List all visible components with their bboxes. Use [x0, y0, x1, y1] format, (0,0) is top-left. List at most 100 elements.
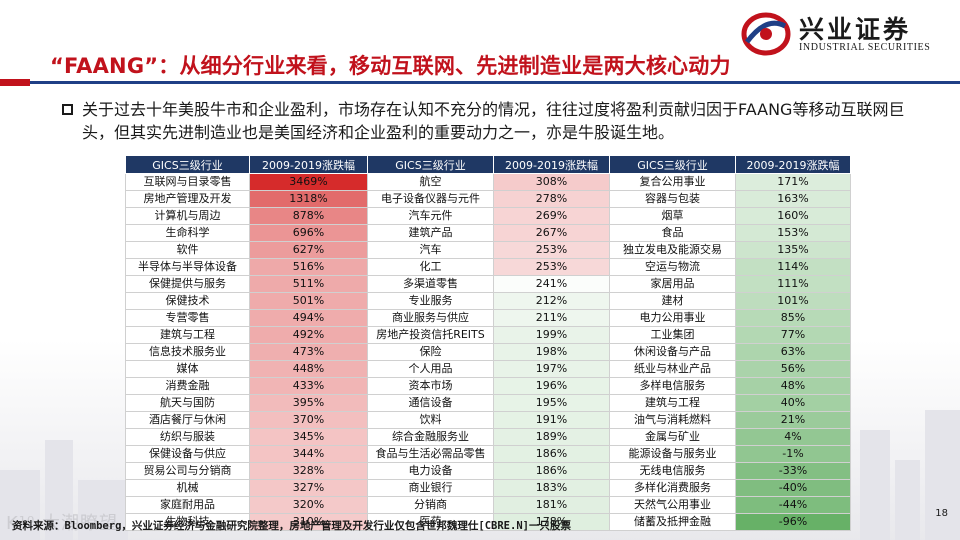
industry-cell: 容器与包装 — [609, 190, 736, 208]
industry-cell: 保健技术 — [125, 292, 250, 310]
return-cell: 114% — [735, 258, 851, 276]
industry-cell: 空运与物流 — [609, 258, 736, 276]
return-cell: 198% — [493, 343, 610, 361]
table-header-row: GICS三级行业 2009-2019涨跌幅 GICS三级行业 2009-2019… — [125, 155, 851, 174]
industry-cell: 纺织与服装 — [125, 428, 250, 446]
industry-cell: 建筑产品 — [367, 224, 494, 242]
return-cell: 696% — [249, 224, 368, 242]
industry-cell: 专业服务 — [367, 292, 494, 310]
return-cell: 183% — [493, 479, 610, 497]
brand-name-cn: 兴业证券 — [799, 15, 912, 44]
return-cell: 501% — [249, 292, 368, 310]
industry-cell: 纸业与林业产品 — [609, 360, 736, 378]
return-cell: 310% — [249, 513, 368, 531]
source-footnote: 资料来源：Bloomberg，兴业证券经济与金融研究院整理，房地产管理及开发行业… — [12, 520, 571, 532]
industry-cell: 休闲设备与产品 — [609, 343, 736, 361]
industry-cell: 储蓄及抵押金融 — [609, 513, 736, 531]
table-row: 软件 627% 汽车 253% 独立发电及能源交易 135% — [125, 241, 851, 259]
return-cell: 328% — [249, 462, 368, 480]
industry-cell: 复合公用事业 — [609, 173, 736, 191]
return-cell: 85% — [735, 309, 851, 327]
table-row: 纺织与服装 345% 综合金融服务业 189% 金属与矿业 4% — [125, 428, 851, 446]
return-cell: 241% — [493, 275, 610, 293]
industry-cell: 工业集团 — [609, 326, 736, 344]
industry-cell: 专营零售 — [125, 309, 250, 327]
return-cell: 1318% — [249, 190, 368, 208]
industry-cell: 医药 — [367, 513, 494, 531]
table-row: 互联网与目录零售 3469% 航空 308% 复合公用事业 171% — [125, 173, 851, 191]
industry-cell: 家庭耐用品 — [125, 496, 250, 514]
return-cell: 878% — [249, 207, 368, 225]
industry-cell: 半导体与半导体设备 — [125, 258, 250, 276]
table-row: 房地产管理及开发 1318% 电子设备仪器与元件 278% 容器与包装 163% — [125, 190, 851, 208]
return-cell: 3469% — [249, 173, 368, 191]
industry-cell: 机械 — [125, 479, 250, 497]
return-cell: 627% — [249, 241, 368, 259]
slide-title: “FAANG”：从细分行业来看，移动互联网、先进制造业是两大核心动力 — [50, 54, 731, 78]
industry-cell: 媒体 — [125, 360, 250, 378]
return-cell: 320% — [249, 496, 368, 514]
return-cell: 511% — [249, 275, 368, 293]
industry-cell: 独立发电及能源交易 — [609, 241, 736, 259]
table-row: 家庭耐用品 320% 分销商 181% 天然气公用事业 -44% — [125, 496, 851, 514]
industry-cell: 电力公用事业 — [609, 309, 736, 327]
table-row: 媒体 448% 个人用品 197% 纸业与林业产品 56% — [125, 360, 851, 378]
industry-cell: 计算机与周边 — [125, 207, 250, 225]
industry-cell: 烟草 — [609, 207, 736, 225]
bullet-text: 关于过去十年美股牛市和企业盈利，市场存在认知不充分的情况，往往过度将盈利贡献归因… — [82, 100, 905, 142]
return-cell: 181% — [493, 496, 610, 514]
header-rule-accent — [0, 79, 30, 86]
return-cell: 197% — [493, 360, 610, 378]
industry-cell: 软件 — [125, 241, 250, 259]
return-cell: -33% — [735, 462, 851, 480]
return-cell: 448% — [249, 360, 368, 378]
return-cell: 473% — [249, 343, 368, 361]
header-return-3: 2009-2019涨跌幅 — [735, 155, 851, 174]
industry-cell: 房地产投资信托REITS — [367, 326, 494, 344]
table-row: 信息技术服务业 473% 保险 198% 休闲设备与产品 63% — [125, 343, 851, 361]
return-cell: 492% — [249, 326, 368, 344]
return-cell: 195% — [493, 394, 610, 412]
industry-cell: 综合金融服务业 — [367, 428, 494, 446]
table-row: 生物科技 310% 医药 178% 储蓄及抵押金融 -96% — [125, 513, 851, 531]
table-row: 贸易公司与分销商 328% 电力设备 186% 无线电信服务 -33% — [125, 462, 851, 480]
watermark: K¹⁰ 大潮瞭望 — [6, 513, 118, 534]
header-return-2: 2009-2019涨跌幅 — [493, 155, 610, 174]
return-cell: 212% — [493, 292, 610, 310]
table-row: 消费金融 433% 资本市场 196% 多样电信服务 48% — [125, 377, 851, 395]
table-row: 专营零售 494% 商业服务与供应 211% 电力公用事业 85% — [125, 309, 851, 327]
industry-cell: 生命科学 — [125, 224, 250, 242]
return-cell: 56% — [735, 360, 851, 378]
bullet-point: 关于过去十年美股牛市和企业盈利，市场存在认知不充分的情况，往往过度将盈利贡献归因… — [62, 98, 912, 144]
industry-cell: 航天与国防 — [125, 394, 250, 412]
industry-cell: 食品与生活必需品零售 — [367, 445, 494, 463]
industry-cell: 金属与矿业 — [609, 428, 736, 446]
table-row: 酒店餐厅与休闲 370% 饮料 191% 油气与消耗燃料 21% — [125, 411, 851, 429]
industry-cell: 建筑与工程 — [609, 394, 736, 412]
industry-cell: 能源设备与服务业 — [609, 445, 736, 463]
return-cell: 101% — [735, 292, 851, 310]
industry-cell: 房地产管理及开发 — [125, 190, 250, 208]
return-cell: 269% — [493, 207, 610, 225]
return-cell: 163% — [735, 190, 851, 208]
return-cell: -1% — [735, 445, 851, 463]
industry-cell: 家居用品 — [609, 275, 736, 293]
industry-cell: 贸易公司与分销商 — [125, 462, 250, 480]
return-cell: 160% — [735, 207, 851, 225]
industry-cell: 多样电信服务 — [609, 377, 736, 395]
industry-cell: 保健提供与服务 — [125, 275, 250, 293]
return-cell: 253% — [493, 241, 610, 259]
industry-cell: 汽车 — [367, 241, 494, 259]
return-cell: -96% — [735, 513, 851, 531]
return-cell: 4% — [735, 428, 851, 446]
skyline-silhouette — [0, 410, 960, 540]
return-cell: 186% — [493, 445, 610, 463]
industry-cell: 消费金融 — [125, 377, 250, 395]
return-cell: 433% — [249, 377, 368, 395]
square-bullet-icon — [62, 104, 73, 115]
table-row: 半导体与半导体设备 516% 化工 253% 空运与物流 114% — [125, 258, 851, 276]
return-cell: 345% — [249, 428, 368, 446]
brand-name-en: INDUSTRIAL SECURITIES — [799, 42, 931, 53]
return-cell: 516% — [249, 258, 368, 276]
industry-cell: 建筑与工程 — [125, 326, 250, 344]
